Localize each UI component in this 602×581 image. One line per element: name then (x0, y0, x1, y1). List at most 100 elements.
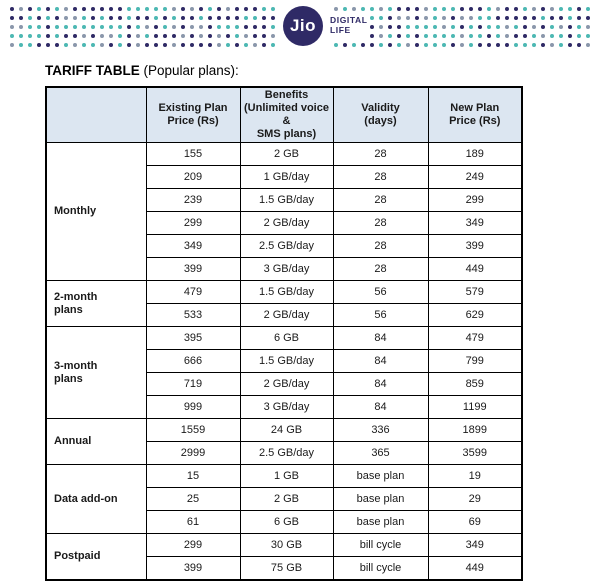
table-cell: 56 (332, 303, 429, 327)
table-cell: 2 GB (239, 142, 334, 166)
table-cell: 629 (427, 303, 523, 327)
table-cell: 28 (332, 165, 429, 189)
table-cell: 84 (332, 372, 429, 396)
table-cell: 299 (145, 211, 241, 235)
table-cell: 189 (427, 142, 523, 166)
table-cell: 399 (145, 556, 241, 581)
page-title-main: TARIFF TABLE (45, 63, 140, 78)
jio-logo-text: Jio (289, 16, 317, 35)
table-cell: 61 (145, 510, 241, 534)
table-cell: 1559 (145, 418, 241, 442)
table-row: 61 6 GB base plan 69 (46, 510, 523, 534)
jio-logo: Jio (283, 6, 323, 46)
table-header-row: Existing Plan Price (Rs) Benefits (Unlim… (45, 86, 523, 143)
digital-life-tagline: DIGITAL LIFE (330, 15, 368, 35)
table-cell: 479 (145, 280, 241, 304)
table-cell: 2.5 GB/day (239, 441, 334, 465)
table-cell: 28 (332, 211, 429, 235)
page-title-suffix: (Popular plans): (139, 63, 239, 78)
table-cell: 239 (145, 188, 241, 212)
table-cell: 349 (427, 211, 523, 235)
table-row: 3-month plans 395 6 GB 84 479 (45, 326, 523, 419)
table-cell: 2999 (145, 441, 241, 465)
table-cell: 449 (427, 257, 523, 281)
table-row: 2-month plans 479 1.5 GB/day 56 579 (45, 280, 523, 327)
table-cell: 24 GB (239, 418, 334, 442)
table-cell: 365 (332, 441, 429, 465)
table-cell: 56 (332, 280, 429, 304)
table-cell: 1 GB (239, 464, 334, 488)
column-header-category (45, 86, 147, 143)
page-title: TARIFF TABLE (Popular plans): (45, 63, 239, 78)
table-cell: 84 (332, 326, 429, 350)
table-row: 299 2 GB/day 28 349 (46, 211, 523, 235)
table-cell: 1.5 GB/day (239, 280, 334, 304)
table-row: 999 3 GB/day 84 1199 (46, 395, 523, 419)
table-cell: 349 (145, 234, 241, 258)
table-cell: 30 GB (239, 533, 334, 557)
plan-category-cell: 2-month plans (45, 280, 147, 327)
column-header-existing-price: Existing Plan Price (Rs) (145, 86, 241, 143)
table-cell: base plan (332, 487, 429, 511)
column-header-benefits: Benefits (Unlimited voice & SMS plans) (239, 86, 334, 143)
table-cell: 666 (145, 349, 241, 373)
table-cell: 249 (427, 165, 523, 189)
table-cell: 2 GB/day (239, 211, 334, 235)
table-cell: 75 GB (239, 556, 334, 581)
table-cell: 399 (145, 257, 241, 281)
table-cell: 1 GB/day (239, 165, 334, 189)
table-cell: 3 GB/day (239, 395, 334, 419)
table-cell: 25 (145, 487, 241, 511)
table-cell: 209 (145, 165, 241, 189)
table-row: 25 2 GB base plan 29 (46, 487, 523, 511)
table-cell: 299 (427, 188, 523, 212)
table-cell: 1899 (427, 418, 523, 442)
table-cell: 69 (427, 510, 523, 534)
table-cell: 349 (427, 533, 523, 557)
table-cell: 299 (145, 533, 241, 557)
table-cell: 719 (145, 372, 241, 396)
table-cell: 859 (427, 372, 523, 396)
table-cell: 28 (332, 142, 429, 166)
table-cell: 2.5 GB/day (239, 234, 334, 258)
table-cell: base plan (332, 464, 429, 488)
table-cell: 28 (332, 257, 429, 281)
table-cell: 19 (427, 464, 523, 488)
table-cell: 336 (332, 418, 429, 442)
table-cell: 533 (145, 303, 241, 327)
table-cell: bill cycle (332, 556, 429, 581)
table-row: Annual 1559 24 GB 336 1899 (45, 418, 523, 465)
table-cell: 1.5 GB/day (239, 188, 334, 212)
table-cell: bill cycle (332, 533, 429, 557)
table-row: 399 3 GB/day 28 449 (46, 257, 523, 281)
plan-category-cell: Postpaid (45, 533, 147, 581)
table-cell: 799 (427, 349, 523, 373)
table-cell: 84 (332, 349, 429, 373)
table-cell: 1199 (427, 395, 523, 419)
table-row: 209 1 GB/day 28 249 (46, 165, 523, 189)
table-row: Postpaid 299 30 GB bill cycle 349 (45, 533, 523, 581)
table-cell: 15 (145, 464, 241, 488)
table-cell: 3 GB/day (239, 257, 334, 281)
table-cell: 2 GB (239, 487, 334, 511)
plan-category-cell: Annual (45, 418, 147, 465)
table-cell: 1.5 GB/day (239, 349, 334, 373)
table-row: 349 2.5 GB/day 28 399 (46, 234, 523, 258)
table-row: Monthly 155 2 GB 28 189 (45, 142, 523, 281)
table-cell: 479 (427, 326, 523, 350)
table-cell: base plan (332, 510, 429, 534)
table-cell: 449 (427, 556, 523, 581)
table-cell: 6 GB (239, 510, 334, 534)
table-cell: 395 (145, 326, 241, 350)
table-cell: 2 GB/day (239, 303, 334, 327)
table-cell: 999 (145, 395, 241, 419)
table-row: 533 2 GB/day 56 629 (46, 303, 523, 327)
column-header-validity: Validity (days) (332, 86, 429, 143)
brand-header-band: Jio DIGITAL LIFE (0, 0, 602, 52)
tariff-table: Existing Plan Price (Rs) Benefits (Unlim… (45, 86, 523, 581)
table-cell: 2 GB/day (239, 372, 334, 396)
table-cell: 399 (427, 234, 523, 258)
table-cell: 155 (145, 142, 241, 166)
table-cell: 28 (332, 234, 429, 258)
